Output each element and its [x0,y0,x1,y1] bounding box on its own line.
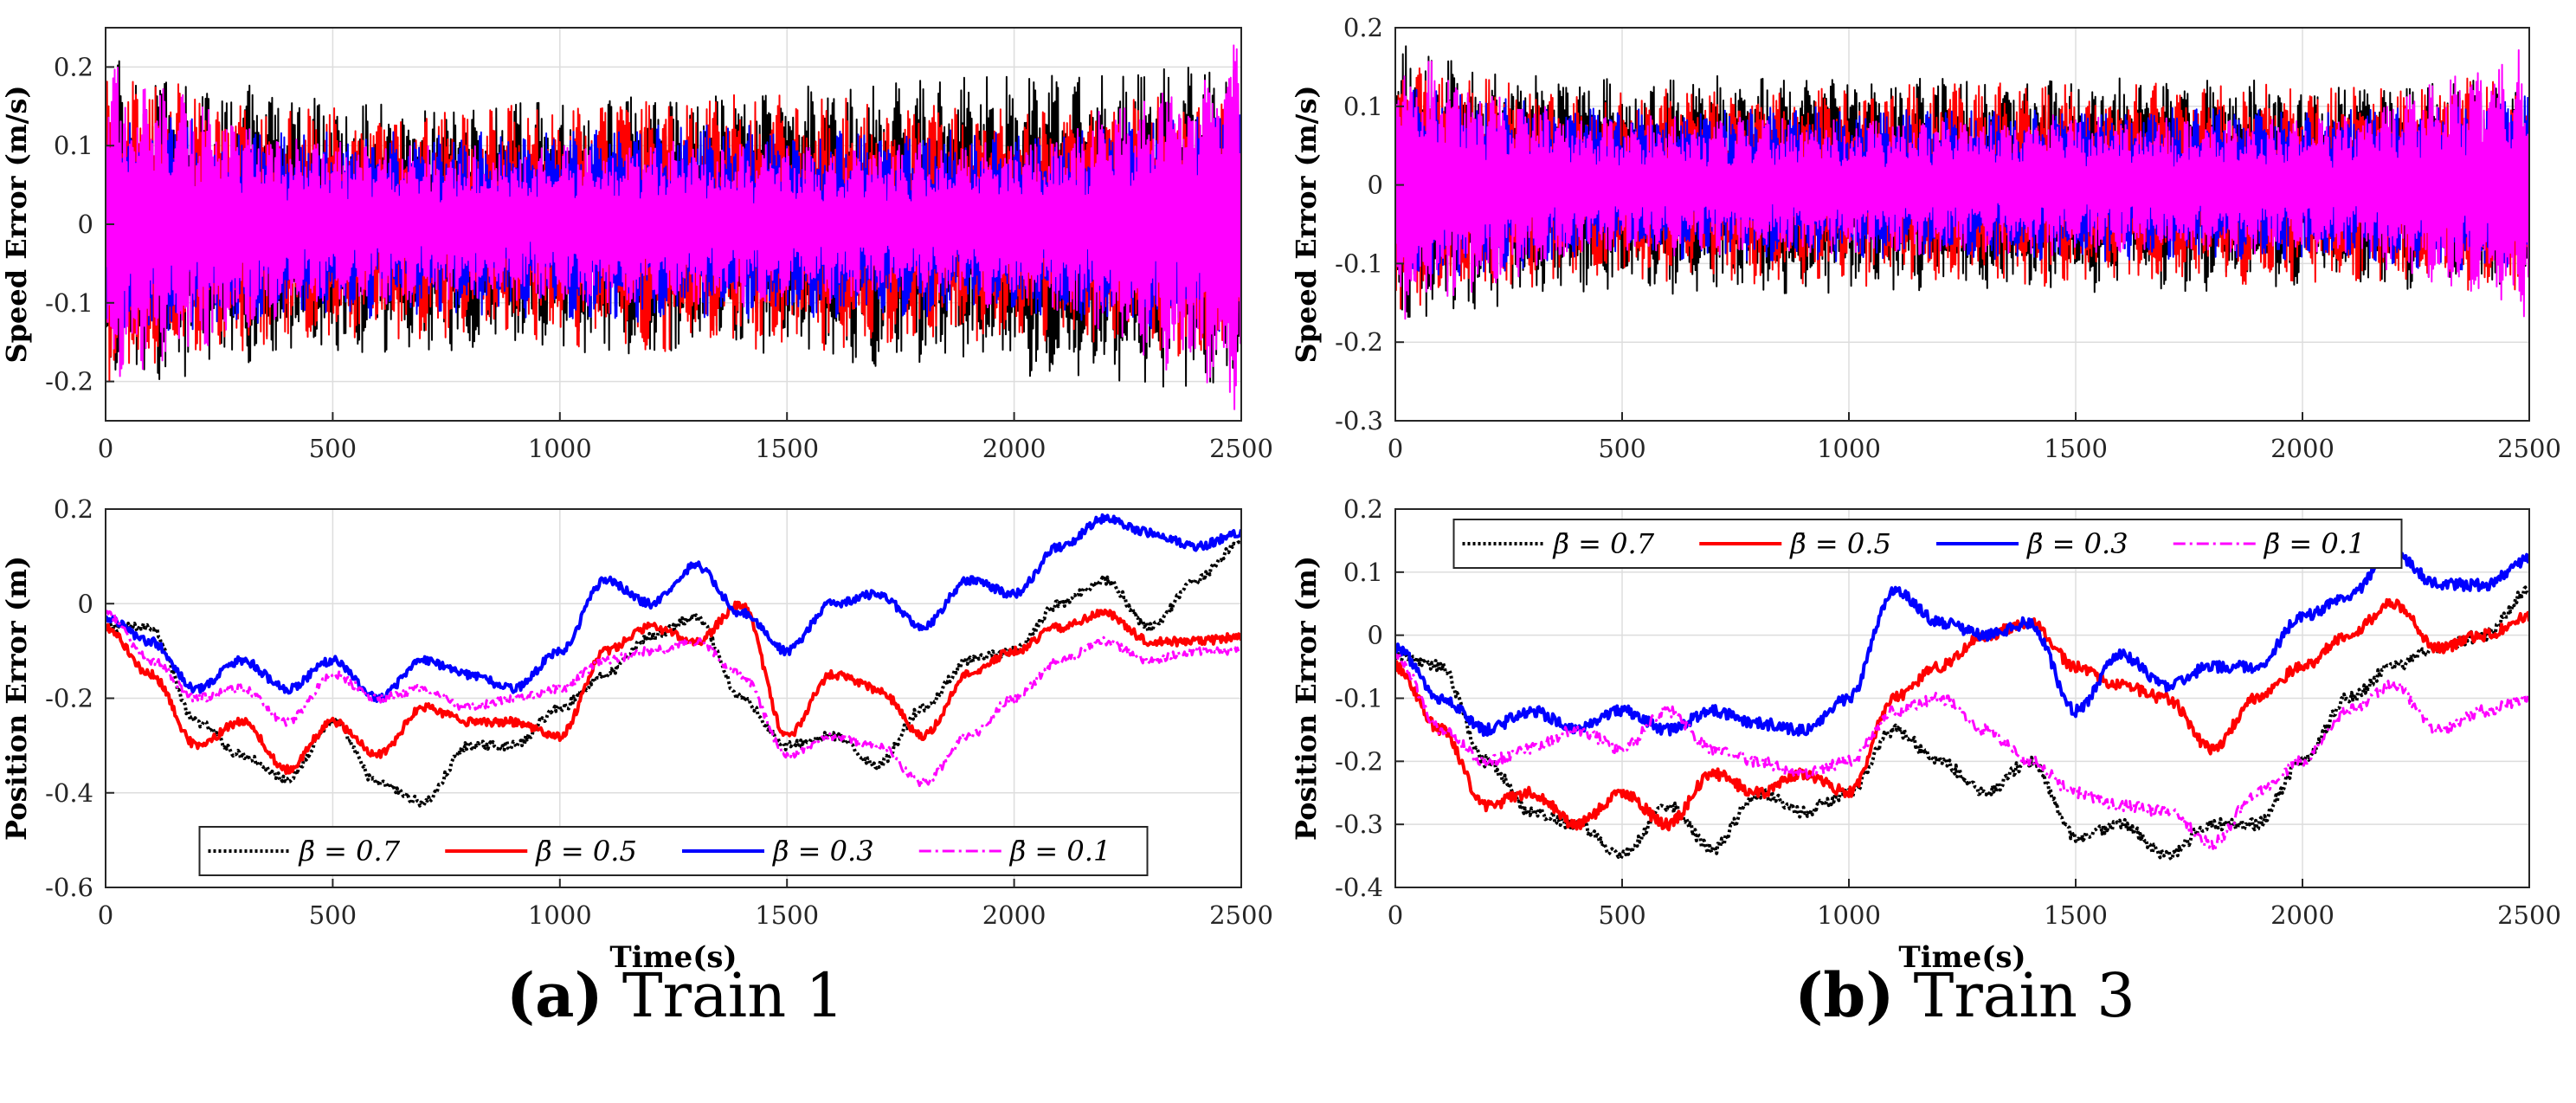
train3-speed-ylabel: Speed Error (m/s) [1290,85,1323,363]
train3-position-legend: β̄ = 0.7 β̄ = 0.5 β̄ = 0.3 β̄ = 0.1 [1452,519,2403,569]
train1-speed-series-0-1 [106,44,1241,410]
train1-speed-series-0-7 [106,60,1241,388]
train1-speed-xtick-label: 1000 [528,434,592,463]
train1-speed-series-group [106,44,1241,410]
train1-position-xtick-label: 2000 [982,900,1046,930]
legend-label: β̄ = 0.5 [1789,527,1891,560]
train3-position-ytick-label: 0.2 [1343,494,1383,524]
legend-label: β̄ = 0.3 [2026,527,2128,560]
train3-position-ytick-label: 0.1 [1343,558,1383,587]
train3-speed-ytick-label: -0.2 [1335,327,1383,357]
train1-speed-ytick-label: -0.1 [45,288,93,318]
train3-position-xtick-label: 0 [1388,900,1403,930]
train3-position-ytick-label: -0.4 [1335,873,1383,902]
train1-position-ytick-label: -0.6 [45,873,93,902]
train3-speed-xtick-label: 1500 [2044,434,2108,463]
train1-speed-xtick-label: 2000 [982,434,1046,463]
train1-position-xtick-label: 1500 [755,900,819,930]
train3-speed-plot: 0 500 1000 1500 2000 2500 -0.3 -0.2 -0.1 0 0.1 0.2 S… [1290,13,2561,463]
legend-label: β̄ = 0.7 [299,835,401,868]
train1-position-series-0-1 [106,610,1241,788]
train1-position-xtick-label: 2500 [1209,900,1273,930]
train3-position-xtick-label: 500 [1598,900,1645,930]
train3-position-series-0-3 [1395,547,2529,738]
train3-speed-ytick-label: 0.1 [1343,92,1383,121]
train1-position-legend: β̄ = 0.7 β̄ = 0.5 β̄ = 0.3 β̄ = 0.1 [198,826,1149,876]
train1-position-series-group [106,513,1241,808]
train1-speed-plot: 0 500 1000 1500 2000 2500 -0.2 -0.1 0 0.1 0.2 Speed… [0,27,1273,463]
legend-label: β̄ = 0.1 [2264,527,2366,560]
train1-position-ytick-label: -0.4 [45,778,93,808]
train1-speed-ytick-label: 0.1 [54,131,93,160]
train3-speed-series-0-1 [1395,48,2529,320]
caption-b: (b) Train 3 [1394,944,2536,1048]
train1-position-xtick-label: 0 [98,900,113,930]
train3-speed-xtick-label: 2500 [2497,434,2561,463]
train3-position-ytick-label: -0.2 [1335,746,1383,776]
train3-speed-series-group [1395,45,2529,320]
train3-position-ytick-label: 0 [1368,621,1383,650]
train1-speed-ylabel: Speed Error (m/s) [0,85,33,363]
train1-position-plot: 0 500 1000 1500 2000 2500 -0.6 -0.4 -0.2 0 0.2 Posi… [0,494,1273,975]
train3-position-series-group [1395,547,2529,861]
train3-position-xtick-label: 1500 [2044,900,2108,930]
train3-position-series-0-5 [1395,597,2529,832]
train3-position-xtick-label: 2500 [2497,900,2561,930]
train1-position-ylabel: Position Error (m) [0,556,33,841]
train1-speed-xtick-label: 2500 [1209,434,1273,463]
train1-speed-ytick-label: 0 [78,210,93,239]
train1-position-xtick-label: 500 [309,900,357,930]
train3-position-ylabel: Position Error (m) [1290,556,1323,841]
train3-speed-ytick-label: 0.2 [1343,13,1383,42]
train1-position-ytick-label: 0.2 [54,494,93,524]
caption-a: (a) Train 1 [104,944,1246,1048]
train3-speed-ytick-label: 0 [1368,171,1383,200]
train1-position-ytick-label: 0 [78,589,93,618]
train1-speed-xtick-label: 1500 [755,434,819,463]
train3-speed-xtick-label: 2000 [2270,434,2334,463]
train3-speed-ytick-label: -0.3 [1335,406,1383,435]
train3-position-xtick-label: 1000 [1817,900,1881,930]
train1-position-xtick-label: 1000 [528,900,592,930]
train1-position-xlabel: Time(s) [609,940,737,975]
train3-speed-axes-frame [1394,27,2530,422]
train3-speed-xtick-label: 1000 [1817,434,1881,463]
train3-speed-xtick-label: 0 [1388,434,1403,463]
train3-position-xtick-label: 2000 [2270,900,2334,930]
train3-position-ytick-label: -0.3 [1335,810,1383,839]
train1-speed-xtick-label: 500 [309,434,357,463]
caption-a-letter: (a) [506,959,603,1031]
train3-speed-ytick-label: -0.1 [1335,248,1383,278]
train3-speed-xtick-label: 500 [1598,434,1645,463]
train1-speed-ytick-label: 0.2 [54,52,93,81]
train1-position-ytick-label: -0.2 [45,684,93,713]
train1-speed-ytick-label: -0.2 [45,367,93,397]
legend-label: β̄ = 0.5 [535,835,637,868]
caption-b-label: Train 3 [1913,960,2135,1031]
legend-label: β̄ = 0.3 [772,835,874,868]
train1-position-series-0-7 [106,540,1241,808]
caption-b-letter: (b) [1794,959,1895,1031]
train3-position-plot: 0 500 1000 1500 2000 2500 -0.4 -0.3 -0.2 -0.1 0 0.1… [1290,494,2561,975]
caption-a-label: Train 1 [621,960,845,1031]
train3-position-series-0-1 [1395,650,2529,850]
legend-label: β̄ = 0.1 [1009,835,1111,868]
train1-position-series-0-5 [106,600,1241,776]
legend-label: β̄ = 0.7 [1553,527,1655,560]
train3-position-ytick-label: -0.1 [1335,684,1383,713]
train1-speed-xtick-label: 0 [98,434,113,463]
train1-position-series-0-3 [106,513,1241,703]
train3-position-xlabel: Time(s) [1898,940,2025,975]
